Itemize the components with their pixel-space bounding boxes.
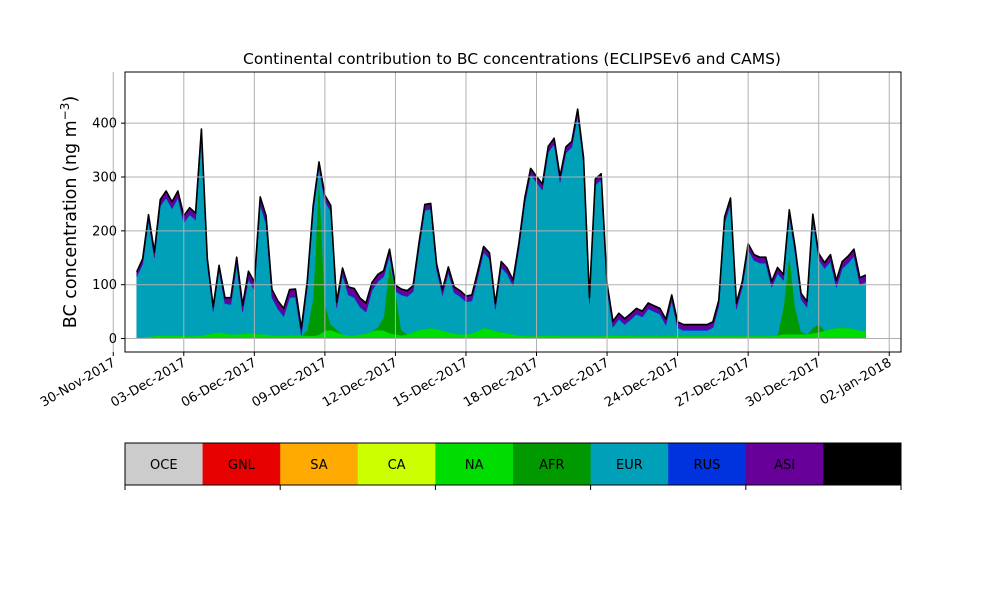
x-tick-label: 12-Dec-2017 (320, 355, 400, 410)
y-axis-label-superscript: −3 (58, 103, 72, 121)
legend-label-afr: AFR (539, 458, 564, 473)
x-tick-label: 06-Dec-2017 (179, 355, 259, 410)
legend-label-ca: CA (388, 458, 406, 473)
x-axis: 30-Nov-201703-Dec-201706-Dec-201709-Dec-… (38, 352, 894, 411)
y-tick-label: 300 (92, 171, 117, 186)
y-axis: 0 100 200 300 400 (92, 117, 125, 347)
x-tick-label: 27-Dec-2017 (673, 355, 753, 410)
x-tick-label: 30-Dec-2017 (743, 355, 823, 410)
x-tick-label: 30-Nov-2017 (38, 355, 118, 410)
x-tick-label: 03-Dec-2017 (108, 355, 188, 410)
plot-area (112, 71, 902, 353)
chart-title: Continental contribution to BC concentra… (243, 50, 781, 68)
legend-swatch-aus (823, 443, 902, 485)
legend-label-oce: OCE (150, 458, 178, 473)
total-outline (136, 108, 867, 330)
legend-label-gnl: GNL (228, 458, 256, 473)
x-tick-label: 15-Dec-2017 (391, 355, 471, 410)
legend-frame (124, 442, 902, 486)
x-tick-label: 24-Dec-2017 (602, 355, 682, 410)
legend-swatch-rus (668, 443, 747, 485)
stacked-areas (136, 108, 867, 339)
legend-label-aus: AUS (849, 458, 876, 473)
plot-frame (124, 71, 902, 353)
x-tick-label: 21-Dec-2017 (532, 355, 612, 410)
legend-label-rus: RUS (694, 458, 721, 473)
legend-swatch-sa (280, 443, 359, 485)
x-tick-label: 18-Dec-2017 (461, 355, 541, 410)
legend-swatch-eur (590, 443, 669, 485)
legend-swatch-afr (513, 443, 592, 485)
y-axis-label: BC concentration (ng m−3) (58, 96, 81, 328)
legend-label-eur: EUR (616, 458, 643, 473)
legend-swatch-oce (125, 443, 204, 485)
legend-label-na: NA (465, 458, 484, 473)
legend-swatch-gnl (202, 443, 281, 485)
y-tick-label: 0 (109, 332, 117, 347)
x-tick-label: 09-Dec-2017 (249, 355, 329, 410)
gridlines (112, 72, 901, 352)
legend-label-sa: SA (310, 458, 327, 473)
legend-swatch-na (435, 443, 514, 485)
y-tick-label: 100 (92, 278, 117, 293)
y-tick-label: 200 (92, 224, 117, 239)
legend-swatch-asi (745, 443, 824, 485)
y-axis-label-close: ) (61, 96, 81, 103)
y-tick-label: 400 (92, 117, 117, 132)
colorbar-legend: OCE GNL SA CA NA AFR EUR RUS ASI AUS (124, 442, 902, 490)
x-tick-label: 02-Jan-2018 (818, 355, 895, 408)
legend-label-asi: ASI (774, 458, 795, 473)
legend-swatch-ca (357, 443, 436, 485)
